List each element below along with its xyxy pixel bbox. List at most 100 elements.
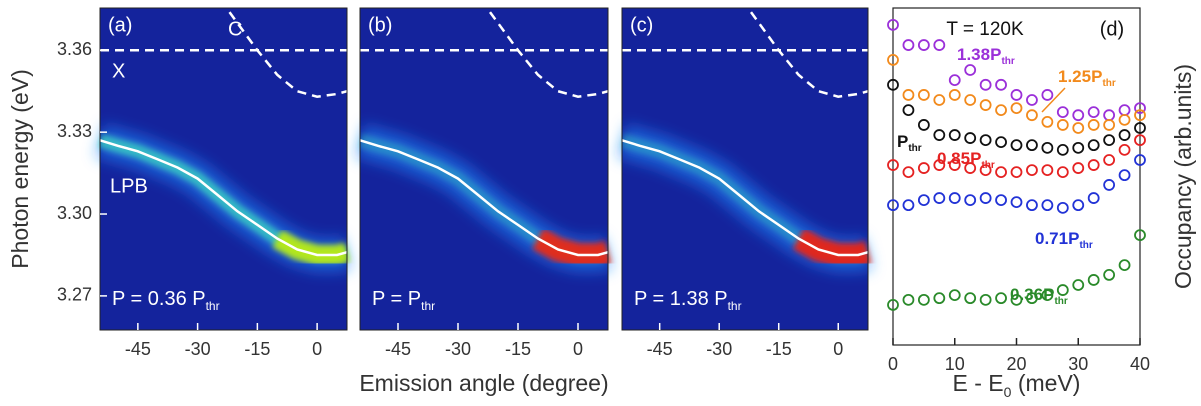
x-tick-label: -15 [244,339,270,359]
data-point [964,292,977,305]
data-point [1010,293,1023,306]
data-point [887,53,899,66]
chart-title: T = 120K [946,19,1024,40]
annotation: P = 1.38 Pthr [634,288,742,313]
data-point [1056,119,1069,131]
data-point [1026,199,1038,212]
data-point [1103,119,1116,131]
x-tick-label: 0 [312,339,322,359]
data-point [933,159,946,171]
x-tick-label: 10 [945,354,965,374]
data-point [1134,102,1146,114]
series-label-main: 0.36P [1010,285,1054,304]
data-point [1072,279,1085,291]
data-point [979,192,992,204]
data-point [902,293,915,306]
data-point [887,298,899,311]
series-label: 1.38Pthr [957,45,1015,67]
curve [621,139,869,257]
series-label-sub: thr [1102,78,1115,89]
panel-label: (d) [1100,18,1124,40]
series-label-sub: thr [1054,296,1067,307]
data-point [917,293,930,306]
y-tick-label: 3.30 [57,203,92,223]
data-point [979,164,992,176]
data-point [887,18,899,31]
series-label-sub: thr [1001,56,1014,67]
data-point [1056,106,1069,119]
data-point [964,94,977,106]
data-point [1010,102,1023,114]
data-point [1056,143,1069,156]
x-tick-label: 0 [888,354,898,374]
data-point [1134,122,1146,134]
series-label-main: 0.85P [937,149,981,168]
annotation-sub: thr [421,299,435,313]
y-tick-label: 3.36 [57,39,92,59]
data-point [917,89,930,101]
curve-label: X [112,60,125,82]
x-tick-label: 20 [1006,354,1026,374]
data-point [902,89,915,101]
data-point [1103,179,1116,191]
data-point [1087,159,1100,171]
x-tick-label: 30 [1068,354,1088,374]
curve-label: LPB [110,175,148,197]
series-label-main: 1.38P [957,45,1001,64]
data-point [1118,143,1131,156]
x-axis-label: E - E0 (meV) [953,370,1081,400]
x-tick-label: 0 [573,339,583,359]
data-point [1087,106,1100,119]
x-tick-label: -30 [706,339,732,359]
data-point [1103,269,1116,281]
data-point [933,39,946,51]
data-point [1056,284,1069,296]
curve [749,11,869,98]
x-axis-label-tail: (meV) [1011,370,1080,396]
curve-label: C [228,18,242,40]
data-point [1041,289,1054,302]
data-point [1056,201,1069,214]
curve [488,11,609,98]
data-point [1087,274,1100,286]
data-point [1134,109,1146,122]
data-point [933,292,946,305]
data-point [933,129,946,141]
data-point [1072,122,1085,134]
x-tick-label: -45 [125,339,151,359]
annotation-main: P = 0.36 P [112,288,206,310]
data-point [1026,94,1038,106]
data-point [887,199,899,212]
annotation: P = 0.36 Pthr [112,288,220,313]
data-point [948,89,961,101]
series-label-main: P [897,132,908,151]
data-point [1041,164,1054,176]
y-tick-label: 3.33 [57,121,92,141]
data-point [1134,134,1146,147]
data-point [964,64,977,76]
series-label: 1.25Pthr [1058,67,1116,89]
x-axis-label-sub: 0 [1004,384,1012,400]
series-label-sub: thr [908,143,921,154]
x-tick-label: -45 [647,339,673,359]
x-tick-label: -15 [766,339,792,359]
data-point [979,78,992,91]
data-point [1056,166,1069,179]
data-point [887,78,899,91]
data-point [1087,139,1100,152]
data-point [902,39,915,51]
data-point [902,199,915,212]
data-point [995,104,1007,117]
data-point [1010,166,1023,179]
annotation-sub: thr [206,299,220,313]
series-label: 0.85Pthr [937,149,995,171]
annotation-main: P = P [372,288,421,310]
y-tick-label: 3.27 [57,285,92,305]
x-tick-label: 40 [1130,354,1150,374]
annotation-main: P = 1.38 P [634,288,728,310]
data-point [1103,134,1116,147]
x-tick-label: 0 [833,339,843,359]
data-point [1118,129,1131,141]
curve [359,139,609,257]
